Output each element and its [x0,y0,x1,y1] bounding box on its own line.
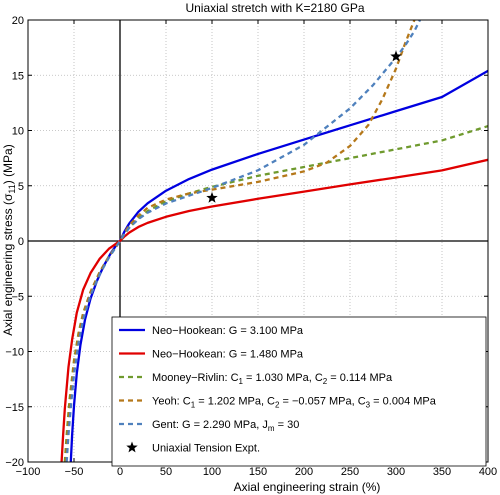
x-tick-label: 100 [203,466,221,478]
y-tick-label: −15 [5,402,24,414]
y-axis-label: Axial engineering stress (σ11) (MPa) [1,144,17,335]
plot-area [60,20,488,462]
legend-label-5: Uniaxial Tension Expt. [152,443,260,455]
legend-text: Neo−Hookean: G = 3.100 MPa [152,325,304,337]
series-line-0 [69,69,488,462]
legend-label-3: Yeoh: C1 = 1.202 MPa, C2 = −0.057 MPa, C… [152,396,437,410]
legend-text: = 1.030 MPa, C [243,372,323,384]
legend-text: Mooney−Rivlin: C [152,372,239,384]
legend-text: = 0.114 MPa [327,372,393,384]
series-line-1 [60,158,488,462]
legend-subscript: 2 [323,377,328,386]
y-axis-label-subscript: 11 [7,184,17,193]
expt-star-marker [390,50,402,62]
legend: Neo−Hookean: G = 3.100 MPa Neo−Hookean: G… [111,316,487,467]
axis-ticks: −100 −50 0 50 100 150 200 250 300 350 400−20−15−10… [5,15,497,478]
x-tick-label: 50 [160,466,172,478]
chart-title: Uniaxial stretch with K=2180 GPa [185,1,364,15]
legend-text: = 1.202 MPa, C [195,396,275,408]
y-axis-label-main: Axial engineering stress (σ [1,193,15,336]
x-tick-label: 300 [387,466,405,478]
legend-text: Neo−Hookean: G = 1.480 MPa [152,349,304,361]
legend-subscript: m [268,424,275,433]
x-tick-label: 200 [295,466,313,478]
x-tick-label: −50 [65,466,84,478]
x-tick-label: 150 [249,466,267,478]
legend-subscript: 2 [275,401,280,410]
x-axis-label: Axial engineering strain (%) [234,480,381,494]
x-tick-label: 400 [479,466,497,478]
legend-subscript: 1 [239,377,244,386]
y-tick-label: 15 [12,70,24,82]
legend-box [111,316,487,467]
legend-label-4: Gent: G = 2.290 MPa, Jm = 30 [152,419,299,433]
legend-text: = 30 [275,419,300,431]
legend-subscript: 1 [191,401,196,410]
legend-marker-star [126,441,138,453]
legend-text: Yeoh: C [152,396,191,408]
legend-label-1: Neo−Hookean: G = 1.480 MPa [152,349,304,361]
y-axis-label-unit: ) (MPa) [1,144,15,184]
legend-text: Uniaxial Tension Expt. [152,443,260,455]
x-tick-label: 0 [117,466,123,478]
expt-star-marker [206,191,218,203]
x-tick-label: 350 [433,466,451,478]
y-tick-label: 0 [18,236,24,248]
y-tick-label: 20 [12,15,24,27]
y-tick-label: 10 [12,126,24,138]
y-tick-label: −5 [11,291,24,303]
legend-subscript: 3 [366,401,371,410]
y-tick-label: −20 [5,457,24,469]
y-tick-label: −10 [5,347,24,359]
legend-label-2: Mooney−Rivlin: C1 = 1.030 MPa, C2 = 0.11… [152,372,393,386]
legend-text: = 0.004 MPa [370,396,437,408]
series-line-4 [65,20,421,462]
y-tick-label: 5 [18,181,24,193]
legend-text: = −0.057 MPa, C [279,396,365,408]
legend-label-0: Neo−Hookean: G = 3.100 MPa [152,325,304,337]
x-tick-label: 250 [341,466,359,478]
legend-text: Gent: G = 2.290 MPa, J [152,419,268,431]
x-tick-label: −100 [16,466,41,478]
